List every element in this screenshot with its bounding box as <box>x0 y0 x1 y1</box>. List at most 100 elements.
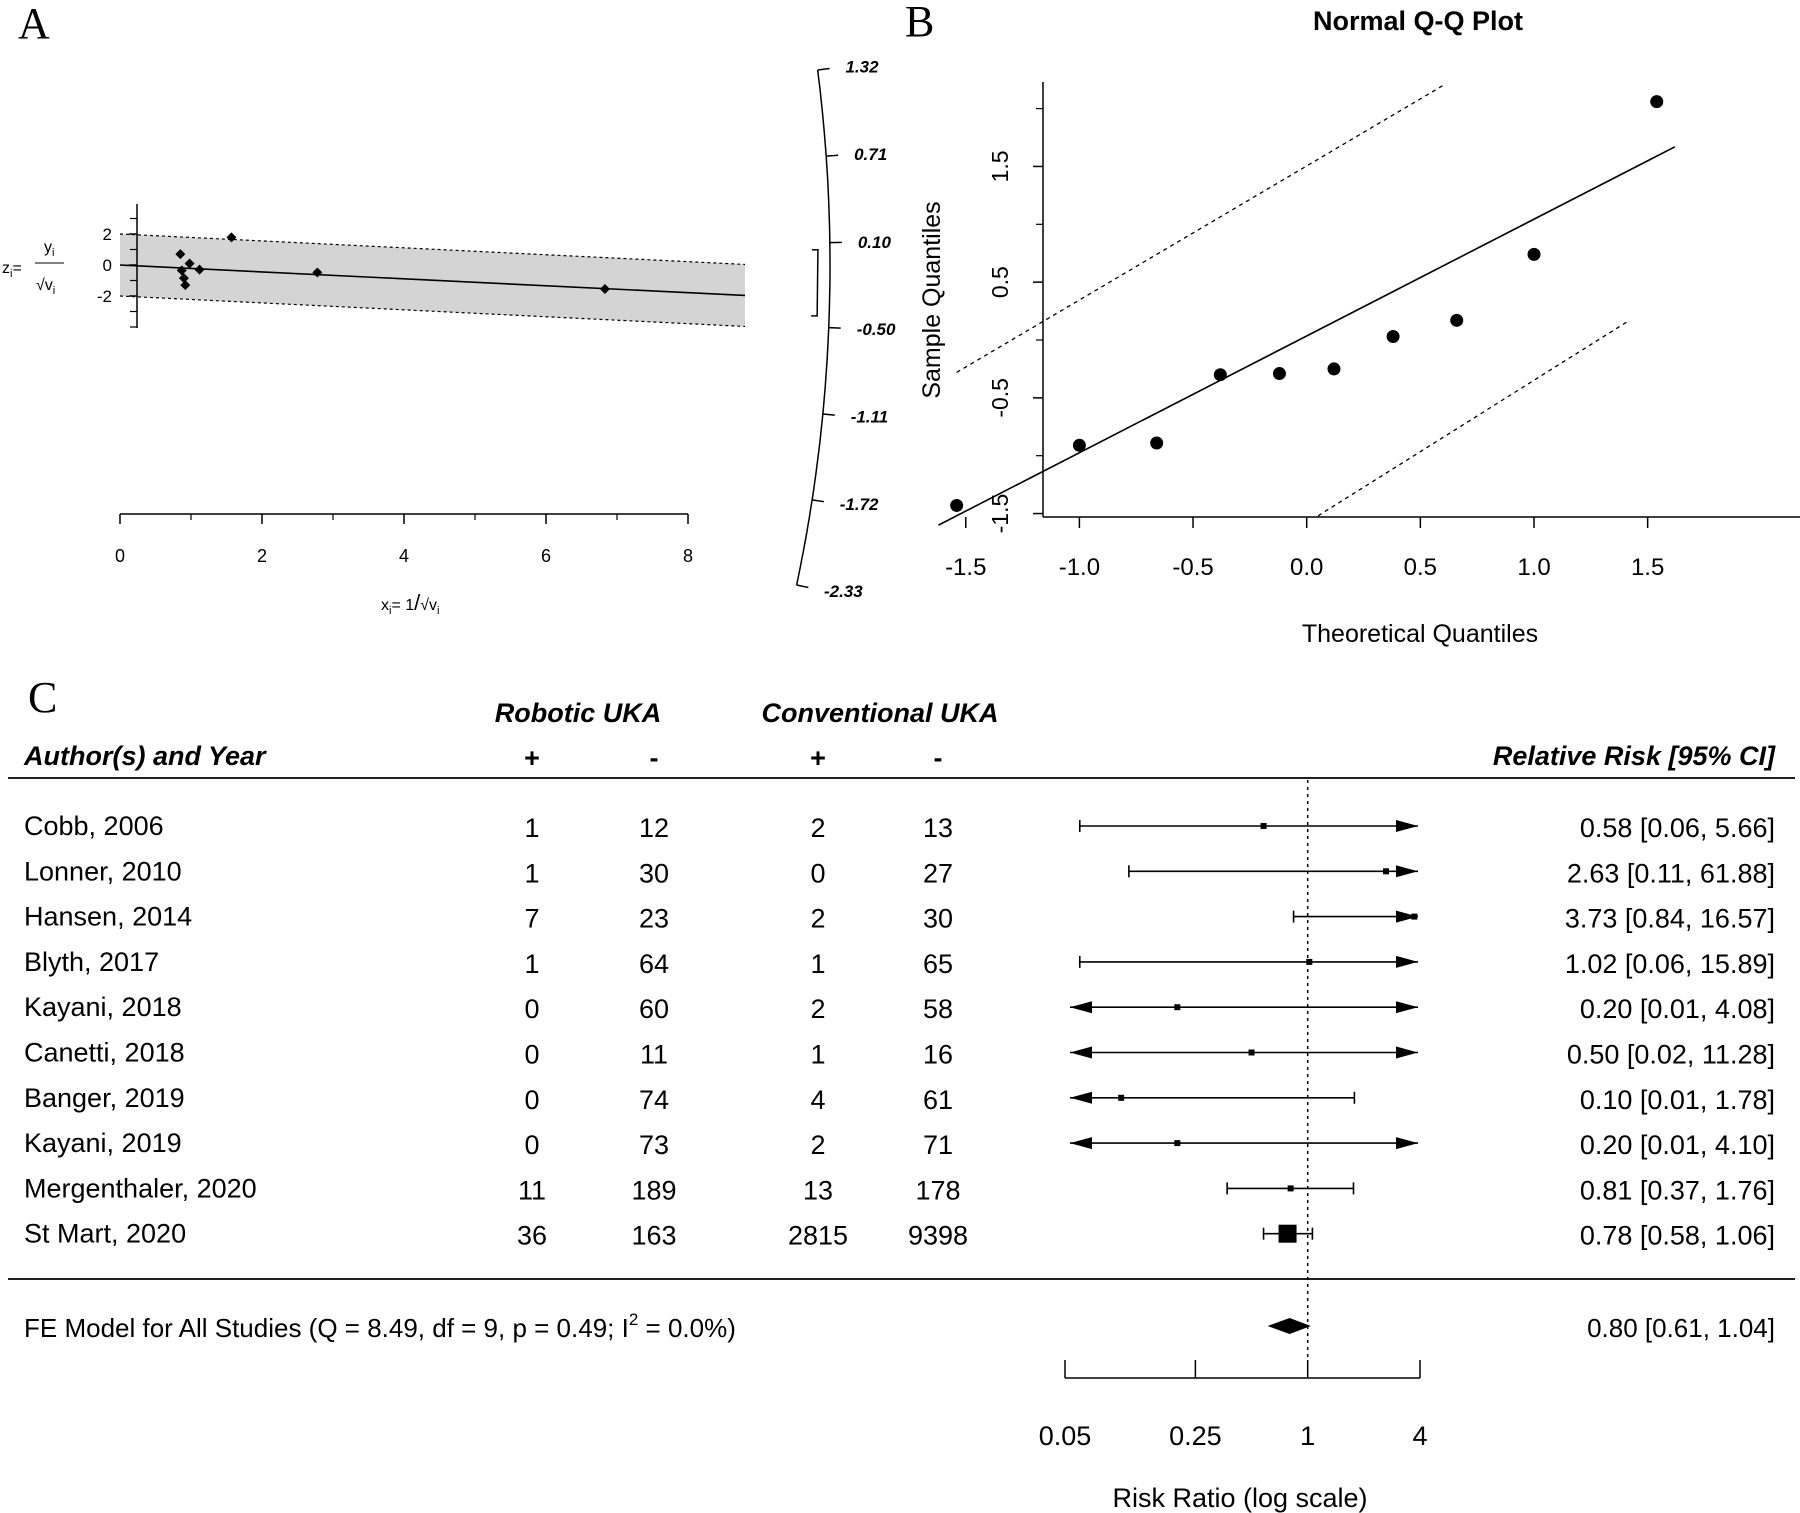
band-upper-line <box>119 233 746 266</box>
study-row: Canetti, 2018 0 11 1 16 0.50 [0.02, 11.28] <box>24 1038 1775 1070</box>
a-y-ticks: -2 0 2 <box>97 217 137 328</box>
robotic-non-events: 60 <box>639 994 669 1024</box>
study-name: Cobb, 2006 <box>24 811 164 841</box>
robotic-events: 1 <box>524 949 539 979</box>
col-header-conv-pos: + <box>810 743 826 773</box>
c-x-tick-label-2: 1 <box>1300 1421 1315 1451</box>
qq-plot: Normal Q-Q Plot -1.5-0.50.51.5 -1.5 -1.0-… <box>918 6 1800 648</box>
upper-envelope <box>956 84 1444 373</box>
arc-ticks: 1.32 0.71 0.10 -0.50 -1.11 -1.72 -2.33 <box>796 57 896 601</box>
conventional-non-events: 61 <box>923 1085 953 1115</box>
robotic-events: 0 <box>524 1130 539 1160</box>
qq-point-2 <box>1072 438 1086 452</box>
b-x-tick-label-3: 0.0 <box>1290 554 1323 581</box>
conventional-non-events: 58 <box>923 994 953 1024</box>
a-y-label: zi= yi √vi <box>2 239 64 297</box>
robotic-events: 36 <box>517 1221 547 1251</box>
b-y-tick-label-3: 1.5 <box>987 150 1013 182</box>
point-estimate <box>1411 913 1418 920</box>
a-y-tick-label-0: -2 <box>97 287 112 306</box>
a-x-tick-label-4: 8 <box>683 546 693 566</box>
b-x-label: Theoretical Quantiles <box>1302 620 1538 648</box>
radial-point-5 <box>184 258 195 269</box>
effect-estimate: 0.78 [0.58, 1.06] <box>1580 1221 1775 1251</box>
ci-arrow-right <box>1396 820 1418 832</box>
a-xlabel-lhs: x <box>381 597 389 614</box>
conventional-events: 1 <box>810 1040 825 1070</box>
ci-arrow-left <box>1070 1046 1092 1059</box>
arc-tick-label-0: 1.32 <box>845 57 879 76</box>
robotic-events: 11 <box>518 1175 546 1205</box>
robotic-non-events: 23 <box>639 904 669 934</box>
ci-arrow-right <box>1396 865 1418 878</box>
robotic-non-events: 11 <box>640 1040 668 1070</box>
col-header-conv-neg: - <box>934 743 943 773</box>
arc-tick-label-3: -0.50 <box>857 320 896 339</box>
svg-text:√vi: √vi <box>36 277 55 297</box>
b-y-tick-label-1: -0.5 <box>987 378 1013 418</box>
effect-estimate: 3.73 [0.84, 16.57] <box>1565 904 1775 934</box>
radial-point-6 <box>194 264 205 275</box>
robotic-non-events: 163 <box>631 1221 676 1251</box>
panel-label-a: A <box>18 0 50 48</box>
panel-label-c: C <box>28 673 57 722</box>
radial-point-2 <box>176 265 187 276</box>
point-estimate <box>1260 823 1267 829</box>
robotic-non-events: 12 <box>639 813 669 843</box>
qq-point-7 <box>1386 330 1400 344</box>
effect-estimate: 0.50 [0.02, 11.28] <box>1567 1040 1775 1070</box>
ci-arrow-right <box>1396 1046 1418 1059</box>
conventional-non-events: 9398 <box>908 1221 968 1251</box>
arc-tick-label-1: 0.71 <box>854 145 887 164</box>
conventional-events: 1 <box>810 949 825 979</box>
conventional-events: 2 <box>810 904 825 934</box>
conventional-non-events: 65 <box>923 949 953 979</box>
arc-tick-0 <box>817 67 830 71</box>
qq-point-1 <box>950 498 964 512</box>
c-x-ticks: 0.05 0.25 1 4 <box>1039 1360 1428 1451</box>
conventional-events: 4 <box>810 1085 825 1115</box>
a-x-ticks: 0 2 4 6 8 <box>115 514 693 566</box>
study-name: Kayani, 2019 <box>24 1128 182 1158</box>
a-ylabel-num: y <box>44 239 52 256</box>
c-x-label: Risk Ratio (log scale) <box>1112 1483 1367 1513</box>
robotic-non-events: 30 <box>639 858 669 888</box>
qq-point-6 <box>1327 362 1341 376</box>
ci-arrow-left <box>1070 1001 1092 1014</box>
study-row: Banger, 2019 0 74 4 61 0.10 [0.01, 1.78] <box>24 1083 1775 1115</box>
col-header-rob-pos: + <box>524 743 540 773</box>
study-row: Cobb, 2006 1 12 2 13 0.58 [0.06, 5.66] <box>24 811 1775 843</box>
study-row: Kayani, 2018 0 60 2 58 0.20 [0.01, 4.08] <box>24 992 1775 1024</box>
qq-point-3 <box>1150 436 1164 450</box>
arc-tick-label-4: -1.11 <box>851 408 889 427</box>
conventional-events: 2 <box>810 1130 825 1160</box>
arc-tick-1 <box>826 154 839 157</box>
study-rows: Cobb, 2006 1 12 2 13 0.58 [0.06, 5.66]Lonner,… <box>24 811 1775 1251</box>
study-name: Banger, 2019 <box>24 1083 185 1113</box>
a-ylabel-den: √v <box>36 277 53 294</box>
b-x-tick-label-2: -0.5 <box>1172 554 1213 581</box>
arc-tick-label-5: -1.72 <box>840 495 879 514</box>
svg-text:yi: yi <box>44 239 54 259</box>
qq-points <box>950 95 1664 512</box>
study-name: Mergenthaler, 2020 <box>24 1173 257 1203</box>
lower-envelope <box>1317 319 1630 517</box>
qq-point-5 <box>1272 367 1286 381</box>
effect-estimate: 0.20 [0.01, 4.10] <box>1580 1130 1775 1160</box>
study-name: Blyth, 2017 <box>24 947 159 977</box>
study-row: Mergenthaler, 2020 11 189 13 178 0.81 [0.37, … <box>24 1173 1775 1205</box>
panel-label-b: B <box>905 0 934 46</box>
point-estimate <box>1248 1049 1255 1056</box>
data-points <box>175 232 610 295</box>
study-row: Hansen, 2014 7 23 2 30 3.73 [0.84, 16.57] <box>24 902 1775 934</box>
point-estimate <box>1174 1140 1181 1147</box>
robotic-non-events: 73 <box>639 1130 669 1160</box>
robotic-events: 0 <box>524 994 539 1024</box>
a-y-tick-label-1: 0 <box>103 256 112 275</box>
effect-estimate: 0.81 [0.37, 1.76] <box>1580 1175 1775 1205</box>
conventional-non-events: 13 <box>923 813 953 843</box>
robotic-events: 0 <box>524 1040 539 1070</box>
conventional-non-events: 30 <box>923 904 953 934</box>
a-ylabel-den-sub: i <box>53 285 55 297</box>
